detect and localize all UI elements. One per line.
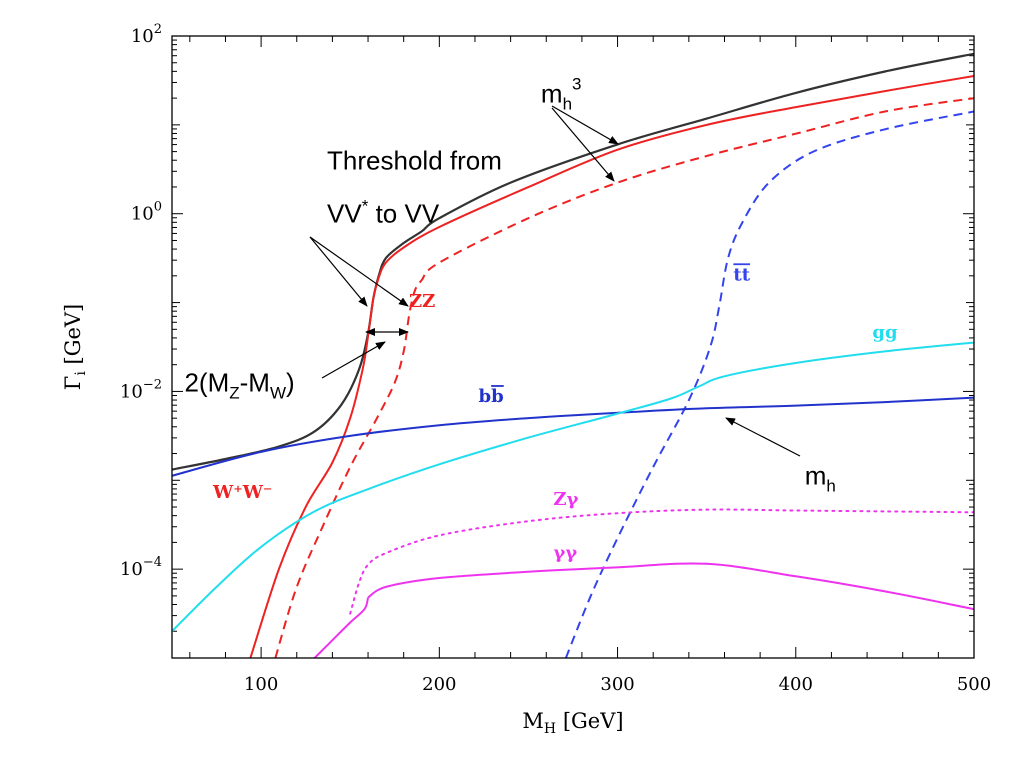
plot-frame: [171, 35, 975, 659]
curve-label-gg: gg: [872, 322, 898, 343]
curve-label-ww: W⁺W⁻: [212, 482, 272, 503]
threshold-arrow-1: [309, 236, 368, 307]
annotation-threshold2: VV* to VV: [327, 197, 440, 229]
mh-arrow: [725, 417, 801, 457]
series-total: [172, 52, 974, 471]
series-gammagamma: [367, 562, 974, 611]
y-tick-label: 10−2: [120, 377, 162, 402]
series-ww: [249, 75, 974, 658]
annotation-mzw: 2(MZ-MW): [184, 367, 294, 402]
series-layer: [172, 52, 974, 658]
series-zz: [274, 97, 974, 658]
x-tick-label: 300: [600, 674, 634, 695]
annotation-threshold1: Threshold from: [327, 145, 502, 175]
curve-label-gammagamma: γγ: [553, 542, 577, 563]
y-tick-label: 102: [131, 22, 162, 47]
x-tick-label: 500: [957, 674, 991, 695]
curve-label-bb: bb: [479, 386, 504, 407]
curve-label-tt: tt: [733, 264, 750, 285]
threshold-arrow-2: [309, 236, 409, 307]
y-tick-label: 10−4: [120, 555, 162, 580]
mh3-arrow-2: [551, 107, 615, 182]
mh3-arrow-1: [551, 105, 619, 145]
xlabel: MH [GeV]: [522, 709, 623, 737]
mzw-arrow: [321, 341, 386, 379]
series-zgamma: [349, 508, 974, 615]
curve-label-zgamma: Zγ: [553, 489, 578, 510]
curve-label-zz: ZZ: [409, 291, 435, 312]
x-tick-label: 400: [779, 674, 813, 695]
series-zgamma_low: [313, 597, 369, 658]
curve-labels: ZZ tt gg bb W⁺W⁻ Zγ γγ: [212, 264, 898, 563]
series-tt: [564, 110, 974, 658]
series-gg: [172, 341, 974, 633]
x-tick-label: 100: [244, 674, 278, 695]
y-tick-label: 100: [131, 200, 162, 225]
ylabel: Γi [GeV]: [61, 304, 89, 391]
axis-ticks: [172, 36, 974, 658]
annotation-mh: mh: [805, 461, 836, 496]
annotations: MH [GeV] Γi [GeV] mh3 Threshold from VV* t…: [61, 75, 836, 737]
series-bb: [172, 396, 974, 477]
x-tick-label: 200: [422, 674, 456, 695]
tick-labels: 100 200 300 400 500 10−4 10−2 100 102: [120, 22, 991, 695]
annotation-mh3: mh3: [541, 75, 582, 114]
